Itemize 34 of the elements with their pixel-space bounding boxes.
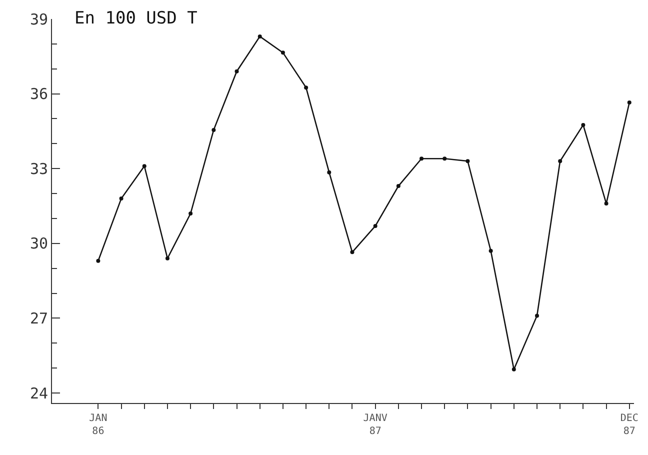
point xyxy=(350,250,354,254)
point xyxy=(234,69,239,74)
point xyxy=(627,100,632,105)
point xyxy=(373,224,378,228)
point xyxy=(142,164,146,168)
point xyxy=(280,50,285,55)
point xyxy=(581,122,586,127)
point xyxy=(396,184,400,188)
point xyxy=(604,202,608,206)
point xyxy=(188,211,193,216)
x-tick-label: DEC 87 xyxy=(620,413,638,437)
point xyxy=(488,248,493,253)
point xyxy=(512,367,516,372)
y-tick-label: 39 xyxy=(30,10,48,28)
x-tick-label: JAN 86 xyxy=(89,413,108,437)
point xyxy=(558,159,562,164)
point xyxy=(212,128,216,132)
y-tick-label: 36 xyxy=(30,85,48,104)
y-tick-label: 27 xyxy=(30,309,48,328)
y-tick-label: 24 xyxy=(30,384,48,402)
point xyxy=(327,170,332,174)
point xyxy=(442,156,447,161)
x-tick-label: JANV 87 xyxy=(363,413,388,437)
point xyxy=(165,256,170,260)
point xyxy=(466,159,470,164)
point xyxy=(535,314,539,318)
point xyxy=(258,34,262,38)
chart-title: En 100 USD T xyxy=(74,8,198,28)
point xyxy=(304,86,308,90)
y-tick-label: 33 xyxy=(30,160,48,178)
point xyxy=(420,156,424,161)
point xyxy=(119,196,124,201)
point xyxy=(96,258,100,263)
y-tick-label: 30 xyxy=(30,234,48,253)
